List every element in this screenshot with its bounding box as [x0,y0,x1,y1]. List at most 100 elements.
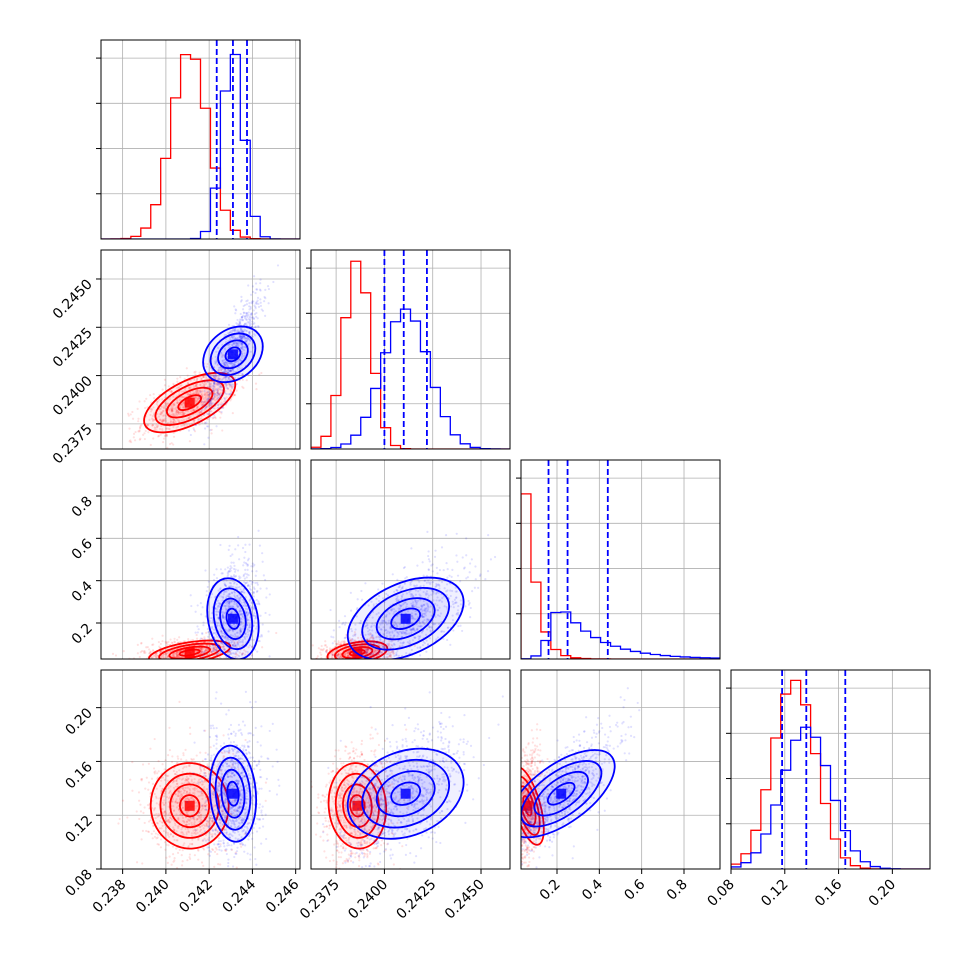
x-tick-label: 0.238 [90,877,130,917]
contour-blue [209,332,257,377]
contour-blue [208,744,258,843]
panel-frame [520,669,721,870]
panel-frame [100,459,301,660]
scatter-panel-2-0 [100,459,301,660]
density-peak-red [352,800,363,811]
histogram-blue [731,726,930,869]
contour-blue [219,597,247,640]
x-tick-label: 0.240 [133,877,173,917]
histogram-red [101,53,300,239]
density-peak-blue [227,613,238,624]
histogram-red [311,260,510,449]
panel-frame [310,249,511,450]
y-tick-label: 0.08 [62,867,95,900]
histogram-panel-3 [730,669,931,870]
contour-red [334,772,380,839]
histogram-panel-0 [100,39,301,240]
x-tick-label: 0.20 [866,877,899,910]
contour-blue [361,758,451,829]
y-tick-label: 0.2375 [50,421,96,467]
x-tick-label: 0.6 [621,876,648,903]
density-peak-blue [227,349,238,360]
x-tick-label: 0.242 [176,877,216,917]
y-tick-label: 0.2425 [50,325,96,371]
histogram-blue [101,53,300,239]
y-tick-label: 0.6 [69,536,96,563]
contour-red [168,645,211,659]
x-tick-label: 0.2375 [297,877,343,923]
panel-frame [100,249,301,450]
contour-blue [390,781,422,806]
scatter-panel-2-1 [310,459,511,660]
contour-red [521,765,545,846]
panel-frame [100,39,301,240]
contour-blue [202,325,264,384]
y-tick-label: 0.4 [69,578,96,605]
density-peak-blue [227,788,238,799]
contour-blue [361,586,451,651]
x-tick-label: 0.2450 [442,877,488,923]
panel-frame [730,669,931,870]
contour-red [179,794,201,818]
x-tick-label: 0.2400 [345,877,391,923]
x-tick-label: 0.2425 [394,877,440,923]
contour-blue [390,607,422,630]
density-peak-red [522,800,533,811]
density-peak-blue [400,788,411,799]
density-peak-blue [556,788,567,799]
contour-blue [521,760,603,828]
contour-red [177,394,202,411]
contour-red [327,762,388,850]
y-tick-label: 0.2450 [50,276,96,322]
histogram-red [731,679,930,869]
contour-blue [546,781,576,806]
contour-blue [521,749,616,839]
y-tick-label: 0.12 [62,813,95,846]
contour-red [169,783,211,829]
histogram-panel-2 [520,459,721,660]
y-tick-label: 0.8 [69,494,96,521]
y-tick-label: 0.2 [69,621,96,648]
histogram-blue [311,308,510,449]
contour-blue [375,770,436,818]
scatter-panel-1-0 [100,249,301,450]
x-tick-label: 0.08 [704,877,737,910]
x-tick-label: 0.16 [812,876,845,909]
x-tick-label: 0.2 [537,877,564,904]
scatter-panel-3-1 [310,669,511,870]
y-tick-label: 0.2400 [50,373,96,419]
contour-blue [346,576,465,659]
histogram-blue [521,611,720,659]
density-peak-blue [400,613,411,624]
x-tick-label: 0.12 [758,877,791,910]
density-peak-red [184,397,195,408]
histogram-panel-1 [310,249,511,450]
contour-red [349,794,366,818]
contour-red [178,648,201,657]
contour-red [158,642,222,659]
contour-red [154,379,225,426]
contour-blue [217,339,249,370]
contour-blue [346,747,465,840]
histogram-red [521,493,720,659]
density-peak-red [184,800,195,811]
panel-frame [310,669,511,870]
scatter-panel-3-2 [520,669,721,870]
density-peak-red [184,647,195,658]
contour-blue [225,607,241,630]
panel-frame [520,459,721,660]
contour-blue [533,770,589,817]
contour-blue [375,597,436,641]
contour-blue [212,587,254,651]
x-tick-label: 0.4 [579,876,606,903]
x-tick-label: 0.244 [220,876,260,916]
contour-red [165,386,214,419]
y-tick-label: 0.20 [62,705,95,738]
panel-frame [310,459,511,660]
contour-blue [214,756,252,831]
panel-frame [100,669,301,870]
x-tick-label: 0.8 [664,877,691,904]
contour-blue [220,768,246,819]
y-tick-label: 0.16 [62,759,95,792]
